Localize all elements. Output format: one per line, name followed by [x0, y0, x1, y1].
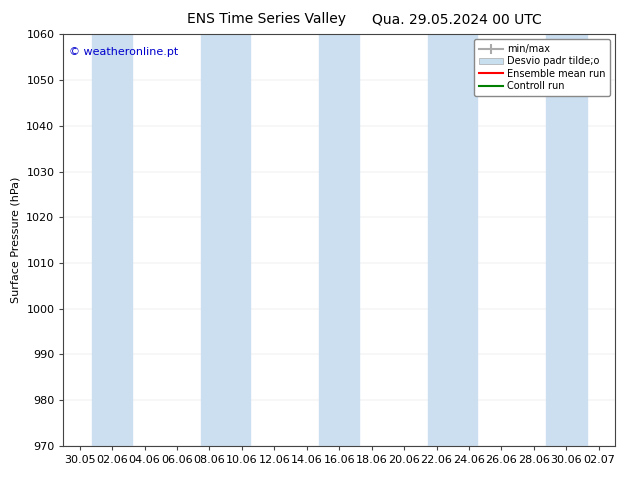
- Y-axis label: Surface Pressure (hPa): Surface Pressure (hPa): [11, 177, 21, 303]
- Bar: [92, 34, 133, 446]
- Text: ENS Time Series Valley: ENS Time Series Valley: [187, 12, 346, 26]
- Bar: [202, 34, 250, 446]
- Bar: [429, 34, 477, 446]
- Bar: [546, 34, 586, 446]
- Text: Qua. 29.05.2024 00 UTC: Qua. 29.05.2024 00 UTC: [372, 12, 541, 26]
- Legend: min/max, Desvio padr tilde;o, Ensemble mean run, Controll run: min/max, Desvio padr tilde;o, Ensemble m…: [474, 39, 610, 96]
- Bar: [319, 34, 359, 446]
- Text: © weatheronline.pt: © weatheronline.pt: [69, 47, 178, 57]
